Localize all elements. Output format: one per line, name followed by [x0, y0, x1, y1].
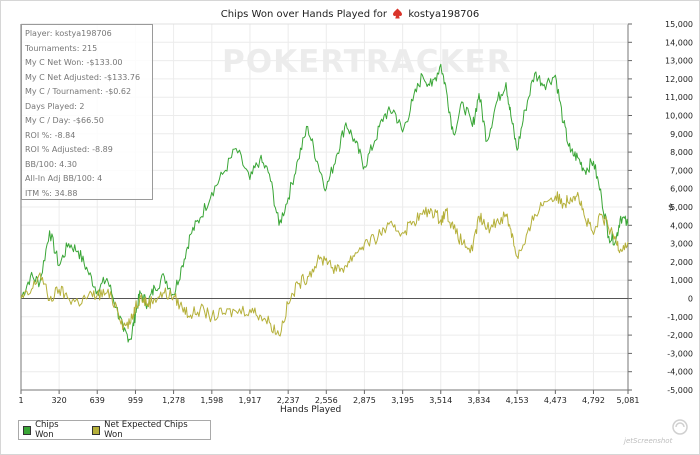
chart-title-text: Chips Won over Hands Played for	[220, 9, 387, 20]
player-name: kostya198706	[408, 9, 480, 20]
y-tick-label: 4,000	[670, 221, 693, 230]
pokertracker-watermark: POKERTRACKER	[222, 44, 512, 80]
x-tick-label: 639	[90, 396, 105, 405]
poker-spade-icon	[392, 8, 403, 19]
y-tick-label: 10,000	[665, 112, 693, 121]
y-tick-label: 2,000	[670, 258, 693, 267]
y-tick-label: 12,000	[665, 75, 693, 84]
y-tick-label: 9,000	[670, 130, 693, 139]
stat-line: ROI %: -8.84	[25, 130, 76, 140]
x-tick-label: 3,195	[391, 396, 414, 405]
stat-line: ROI % Adjusted: -8.89	[25, 145, 113, 155]
series-line-chips-won	[20, 63, 629, 343]
y-tick-label: 3,000	[670, 240, 693, 249]
y-tick-label: 7,000	[670, 166, 693, 175]
x-tick-label: 5,081	[617, 396, 640, 405]
jetscreenshot-logo-icon	[632, 418, 692, 448]
y-tick-label: 14,000	[665, 38, 693, 47]
jetscreenshot-text: jetScreenshot	[624, 437, 673, 445]
y-tick-label: -3,000	[667, 349, 693, 358]
stat-line: Player: kostya198706	[25, 29, 112, 38]
y-tick-label: 5,000	[670, 203, 693, 212]
x-tick-label: 4,792	[582, 396, 605, 405]
x-tick-label: 1,278	[162, 396, 185, 405]
x-tick-label: 320	[51, 396, 66, 405]
legend-swatch-net-expected	[92, 425, 101, 435]
stat-line: Tournaments: 215	[25, 43, 98, 53]
stat-line: My C / Day: -$66.50	[25, 116, 104, 126]
y-tick-label: 6,000	[670, 185, 693, 194]
x-tick-label: 2,556	[315, 396, 338, 405]
y-tick-label: 13,000	[665, 57, 693, 66]
x-tick-label: 4,473	[544, 396, 567, 405]
x-tick-label: 2,875	[353, 396, 376, 405]
chart-legend: Chips Won Net Expected Chips Won	[18, 420, 211, 440]
legend-swatch-chips-won	[23, 425, 32, 435]
series-line-net-expected	[20, 191, 629, 337]
stat-line: ITM %: 34.88	[25, 189, 78, 199]
x-tick-label: 2,237	[277, 396, 300, 405]
x-tick-label: 3,514	[429, 396, 452, 405]
stat-line: My C Net Adjusted: -$133.76	[25, 72, 141, 82]
stat-line: My C Net Won: -$133.00	[25, 58, 123, 68]
x-tick-label: 959	[128, 396, 143, 405]
y-tick-label: 8,000	[670, 148, 693, 157]
stats-box: Player: kostya198706 Tournaments: 215 My C…	[21, 24, 153, 200]
y-tick-label: 1,000	[670, 276, 693, 285]
stat-line: BB/100: 4.30	[25, 159, 77, 169]
y-tick-label: 15,000	[665, 20, 693, 29]
x-tick-label: 3,834	[468, 396, 491, 405]
y-axis-label: $	[668, 203, 674, 213]
stat-line: My C / Tournament: -$0.62	[25, 87, 132, 97]
chart-title: Chips Won over Hands Played for kostya19…	[0, 8, 700, 20]
legend-label-chips-won: Chips Won	[35, 420, 59, 440]
stat-line: Days Played: 2	[25, 101, 85, 111]
x-tick-label: 4,153	[506, 396, 529, 405]
y-tick-label: 11,000	[665, 93, 693, 102]
x-tick-label: 1,917	[238, 396, 261, 405]
legend-label-net-expected: Net Expected Chips Won	[104, 420, 188, 440]
x-tick-label: 1	[18, 396, 23, 405]
stat-line: All-In Adj BB/100: 4	[25, 174, 103, 184]
legend-item-chips-won[interactable]: Chips Won	[23, 420, 74, 440]
y-tick-label: -5,000	[667, 386, 693, 395]
x-axis-label: Hands Played	[280, 405, 342, 415]
y-tick-label: -2,000	[667, 331, 693, 340]
legend-item-net-expected[interactable]: Net Expected Chips Won	[92, 420, 196, 440]
y-tick-label: -1,000	[667, 313, 693, 322]
y-tick-label: -4,000	[667, 368, 693, 377]
x-tick-label: 1,598	[200, 396, 223, 405]
y-tick-label: 0	[688, 295, 693, 304]
